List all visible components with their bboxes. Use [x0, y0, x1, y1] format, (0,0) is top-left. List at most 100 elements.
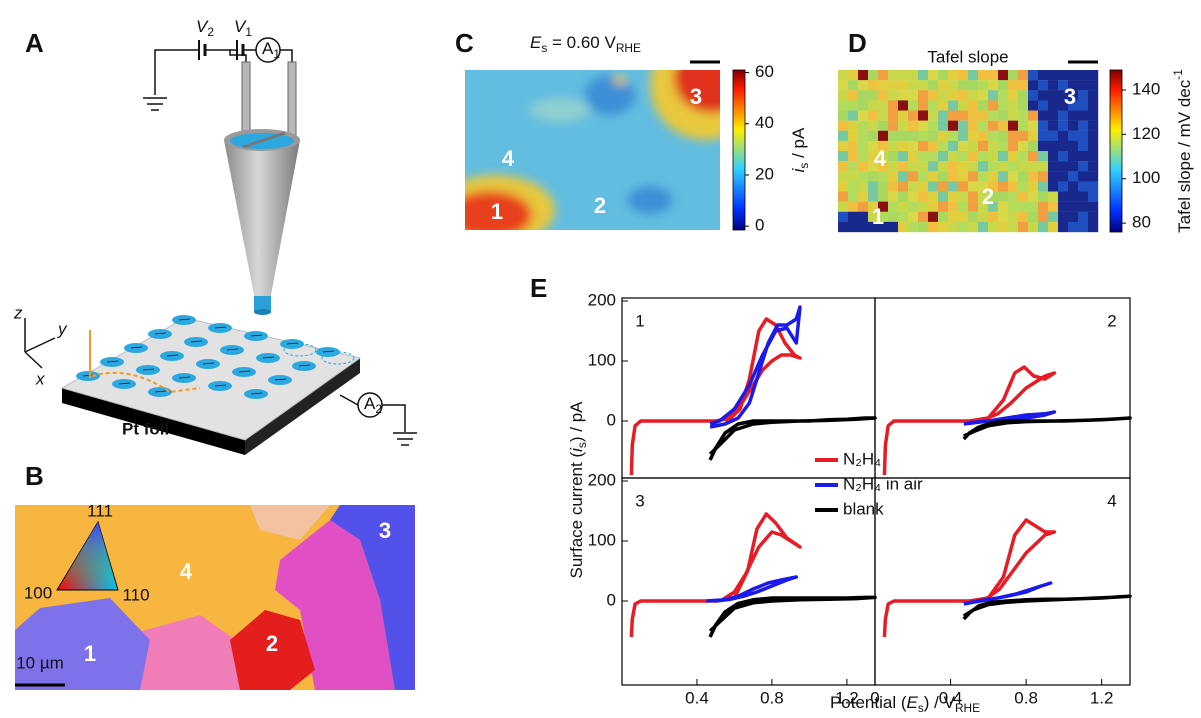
region-label: 2 — [982, 184, 994, 209]
map-cell — [918, 131, 928, 141]
map-cell — [1058, 181, 1068, 191]
map-cell — [908, 121, 918, 131]
map-cell — [1078, 171, 1088, 181]
map-cell — [1018, 171, 1028, 181]
panel-label: A — [25, 28, 44, 58]
map-cell — [938, 212, 948, 222]
droplet — [148, 329, 172, 339]
map-cell — [998, 111, 1008, 121]
map-cell — [938, 202, 948, 212]
map-cell — [1028, 80, 1038, 90]
map-cell — [968, 70, 978, 80]
grain-label: 3 — [379, 518, 391, 543]
droplet — [124, 343, 148, 353]
map-cell — [918, 192, 928, 202]
map-blob — [530, 98, 590, 122]
map-cell — [938, 111, 948, 121]
text-part: A — [262, 39, 274, 58]
droplet — [232, 367, 256, 377]
map-cell — [1028, 202, 1038, 212]
map-cell — [1068, 131, 1078, 141]
map-cell — [1018, 161, 1028, 171]
map-cell — [1008, 192, 1018, 202]
map-cell — [998, 80, 1008, 90]
map-cell — [1088, 202, 1098, 212]
map-cell — [888, 80, 898, 90]
droplet — [136, 365, 160, 375]
map-cell — [958, 70, 968, 80]
text-part: 1 — [245, 25, 252, 39]
map-cell — [968, 121, 978, 131]
map-cell — [888, 222, 898, 232]
text-part: A — [364, 394, 376, 413]
map-cell — [1068, 111, 1078, 121]
map-cell — [938, 151, 948, 161]
map-cell — [1008, 80, 1018, 90]
map-cell — [868, 90, 878, 100]
map-cell — [1008, 90, 1018, 100]
map-cell — [1028, 100, 1038, 110]
map-cell — [1078, 100, 1088, 110]
map-cell — [838, 141, 848, 151]
map-cell — [938, 131, 948, 141]
map-cell — [898, 100, 908, 110]
map-cell — [1088, 131, 1098, 141]
map-cell — [928, 171, 938, 181]
map-cell — [988, 151, 998, 161]
map-cell — [1048, 141, 1058, 151]
map-cell — [858, 111, 868, 121]
map-cell — [1058, 121, 1068, 131]
map-cell — [888, 181, 898, 191]
map-cell — [1028, 222, 1038, 232]
droplet — [112, 379, 136, 389]
map-cell — [1038, 151, 1048, 161]
map-cell — [848, 171, 858, 181]
map-cell — [938, 100, 948, 110]
map-cell — [948, 141, 958, 151]
map-cell — [1008, 100, 1018, 110]
map-cell — [888, 111, 898, 121]
map-cell — [1088, 192, 1098, 202]
map-cell — [988, 161, 998, 171]
map-cell — [948, 222, 958, 232]
map-cell — [1008, 161, 1018, 171]
map-cell — [898, 181, 908, 191]
text-part: = 0.60 V — [547, 33, 616, 52]
map-cell — [948, 111, 958, 121]
figure: AV2V1A1A2zyxPt foilB111100110412310 µmCE… — [0, 0, 1201, 718]
map-cell — [948, 181, 958, 191]
map-cell — [888, 90, 898, 100]
map-cell — [1068, 70, 1078, 80]
map-cell — [858, 171, 868, 181]
map-cell — [1068, 181, 1078, 191]
map-cell — [868, 70, 878, 80]
subplot-label: 4 — [1107, 491, 1116, 510]
map-cell — [928, 222, 938, 232]
map-cell — [948, 202, 958, 212]
map-cell — [928, 100, 938, 110]
map-cell — [858, 90, 868, 100]
map-cell — [1038, 131, 1048, 141]
axis-name: z — [13, 303, 23, 322]
map-cell — [998, 222, 1008, 232]
map-cell — [938, 121, 948, 131]
colorbar — [1110, 70, 1122, 232]
map-cell — [1058, 202, 1068, 212]
map-cell — [1088, 80, 1098, 90]
map-cell — [1038, 111, 1048, 121]
map-cell — [1018, 131, 1028, 141]
map-cell — [968, 90, 978, 100]
map-cell — [1048, 151, 1058, 161]
droplet — [292, 361, 316, 371]
map-cell — [838, 100, 848, 110]
map-cell — [1058, 222, 1068, 232]
map-cell — [878, 70, 888, 80]
y-tick-label: 200 — [588, 290, 616, 309]
map-cell — [988, 121, 998, 131]
map-cell — [928, 80, 938, 90]
map-cell — [878, 171, 888, 181]
map-cell — [838, 222, 848, 232]
map-cell — [1028, 181, 1038, 191]
map-cell — [918, 70, 928, 80]
map-cell — [1018, 192, 1028, 202]
